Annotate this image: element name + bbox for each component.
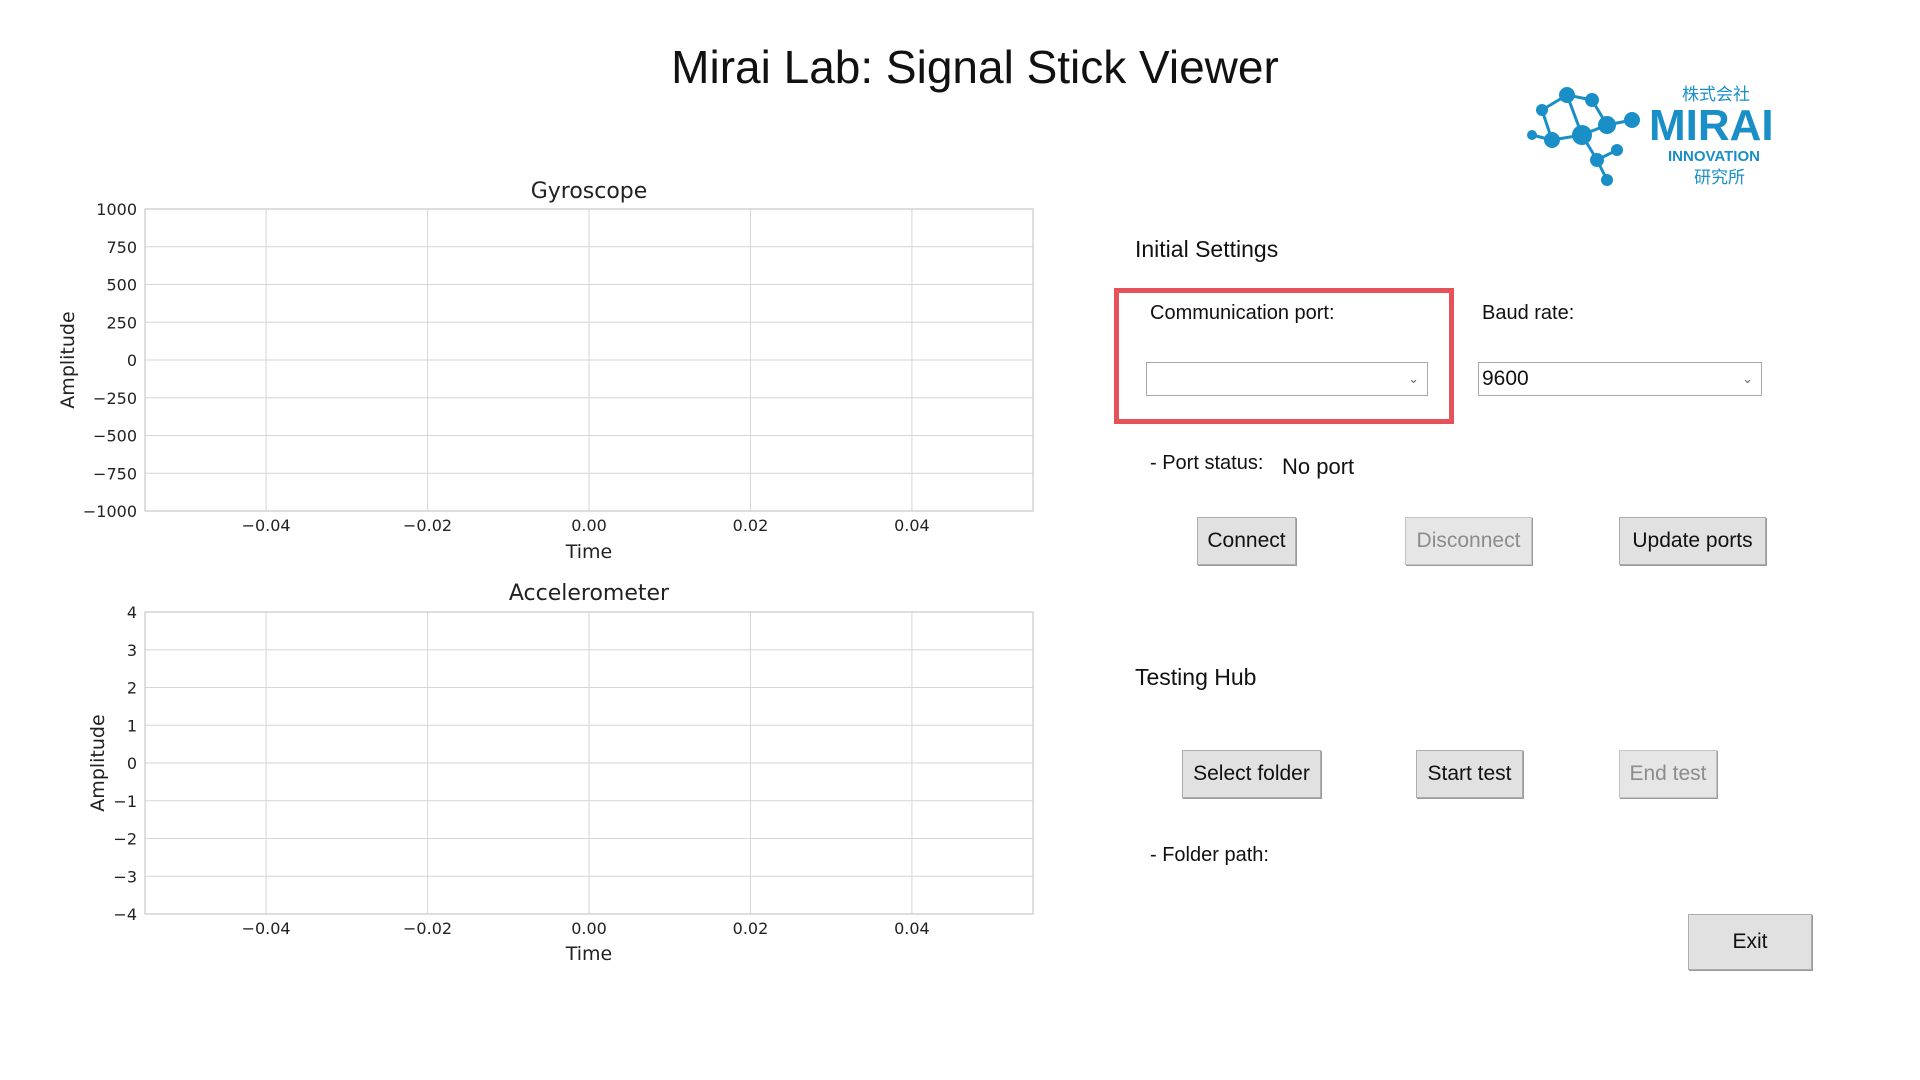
y-tick-label: 250 [106,313,137,332]
y-tick-label: 1000 [96,200,137,219]
plot-frame [144,208,1034,512]
initial-settings-heading: Initial Settings [1135,236,1279,262]
testing-hub-heading: Testing Hub [1135,664,1257,690]
y-tick-label: −4 [113,905,137,924]
x-tick-label: −0.04 [242,919,291,938]
baud-rate-label: Baud rate: [1482,302,1575,324]
y-tick-label: −1000 [83,502,137,521]
y-axis-label: Amplitude [87,714,109,811]
chart-title: Accelerometer [509,581,670,606]
y-tick-label: 1 [127,716,137,735]
y-tick-label: −750 [93,464,137,483]
y-tick-label: 4 [127,603,137,622]
y-tick-label: −2 [113,830,137,849]
logo-kanji-top: 株式会社 [1682,85,1750,105]
accelerometer-chart: −0.04 −0.02 0.00 0.02 0.04 4 3 2 1 0 −1 −2 −3 −4 Accel… [87,581,1034,965]
x-tick-label: 0.00 [571,516,607,535]
y-tick-label: −250 [93,389,137,408]
x-axis-label: Time [565,541,613,563]
plots-canvas: −0.04 −0.02 0.00 0.02 0.04 1000 750 500 250 0 −250… [57,179,1034,965]
gyroscope-chart: −0.04 −0.02 0.00 0.02 0.04 1000 750 500 250 0 −250… [57,179,1034,563]
comm-port-label: Communication port: [1150,302,1335,324]
logo-word: MIRAI [1649,101,1774,150]
y-tick-label: −1 [113,792,137,811]
y-tick-label: −3 [113,867,137,886]
disconnect-button[interactable]: Disconnect [1405,517,1532,565]
select-folder-button[interactable]: Select folder [1182,750,1321,798]
y-tick-label: 0 [127,754,137,773]
network-icon [1527,87,1640,186]
y-tick-label: −500 [93,427,137,446]
x-tick-label: −0.02 [403,919,452,938]
comm-port-combo[interactable]: ⌄ [1146,362,1428,396]
y-tick-label: 750 [106,238,137,257]
plot-frame [144,611,1034,915]
folder-path-label: - Folder path: [1150,844,1269,866]
y-tick-label: 3 [127,641,137,660]
comm-port-highlight [1114,288,1454,424]
x-tick-label: −0.02 [403,516,452,535]
y-tick-label: 0 [127,351,137,370]
connect-button[interactable]: Connect [1197,517,1296,565]
port-status-label: - Port status: [1150,452,1264,474]
y-tick-label: 500 [106,276,137,295]
port-status-value: No port [1282,454,1355,479]
x-tick-label: 0.00 [571,919,607,938]
baud-rate-value: 9600 [1482,367,1529,390]
mirai-logo: 株式会社 MIRAI INNOVATION 研究所 [1527,85,1774,188]
y-tick-label: 2 [127,679,137,698]
baud-rate-combo[interactable]: 9600 ⌄ [1478,362,1762,396]
start-test-button[interactable]: Start test [1416,750,1523,798]
logo-sub: INNOVATION [1668,148,1760,165]
update-ports-button[interactable]: Update ports [1619,517,1766,565]
exit-button[interactable]: Exit [1688,914,1812,970]
x-tick-label: 0.04 [894,516,930,535]
x-tick-label: 0.04 [894,919,930,938]
x-axis-label: Time [565,943,613,965]
y-axis-label: Amplitude [57,311,79,408]
chevron-down-icon: ⌄ [1742,371,1753,386]
chart-title: Gyroscope [531,179,648,204]
end-test-button[interactable]: End test [1619,750,1717,798]
app-title: Mirai Lab: Signal Stick Viewer [671,41,1279,93]
logo-kanji-bottom: 研究所 [1694,168,1745,188]
chevron-down-icon: ⌄ [1408,371,1419,386]
x-tick-label: 0.02 [733,919,769,938]
x-tick-label: −0.04 [242,516,291,535]
x-tick-label: 0.02 [733,516,769,535]
